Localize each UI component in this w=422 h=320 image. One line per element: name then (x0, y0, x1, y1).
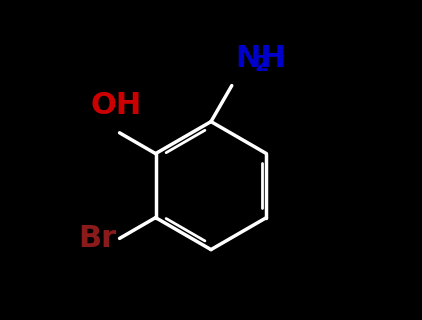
Text: 2: 2 (255, 55, 269, 75)
Text: Br: Br (78, 224, 116, 253)
Text: NH: NH (235, 44, 286, 73)
Text: OH: OH (91, 91, 142, 120)
